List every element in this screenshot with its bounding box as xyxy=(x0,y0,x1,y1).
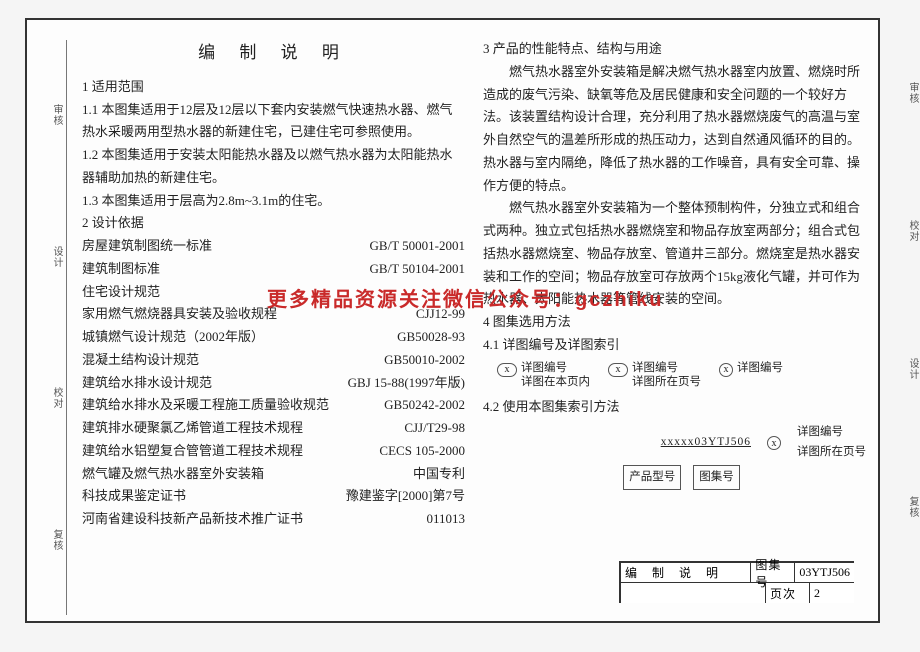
standard-code: GB50028-93 xyxy=(397,326,465,349)
sig-cell: 校对 xyxy=(29,387,64,409)
standard-name: 建筑给水排水设计规范 xyxy=(82,372,212,395)
legend-label: 详图在本页内 xyxy=(521,375,590,390)
standard-name: 城镇燃气设计规范（2002年版） xyxy=(82,326,264,349)
standard-name: 住宅设计规范 xyxy=(82,281,160,304)
index-row-2: 产品型号 图集号 xyxy=(497,465,866,489)
atlas-label: 图集号 xyxy=(751,563,795,582)
index-row-1: xxxxx03YTJ506 x 详图编号 详图所在页号 xyxy=(497,422,866,462)
standard-name: 建筑制图标准 xyxy=(82,258,160,281)
legend-label: 详图所在页号 xyxy=(632,375,701,390)
diagram-item: x 详图编号 xyxy=(719,361,783,377)
sig-cell: 校对 xyxy=(890,220,920,242)
standard-row: 混凝土结构设计规范 GB50010-2002 xyxy=(82,349,465,372)
standard-code: 中国专利 xyxy=(413,463,465,486)
legend-label: 详图编号 xyxy=(632,361,701,376)
section-2-heading: 2 设计依据 xyxy=(82,212,465,235)
sig-cell: 审核 xyxy=(890,82,920,104)
standard-row: 河南省建设科技新产品新技术推广证书 011013 xyxy=(82,508,465,531)
circle-symbol-icon: x xyxy=(719,363,733,377)
standard-row: 燃气罐及燃气热水器室外安装箱 中国专利 xyxy=(82,463,465,486)
standard-code: CJJ/T29-98 xyxy=(404,417,465,440)
section-4-1-heading: 4.1 详图编号及详图索引 xyxy=(483,334,866,357)
document-page: 审核 设计 校对 复核 更多精品资源关注微信公众号：gczhiku 编 制 说 … xyxy=(25,18,880,623)
standard-row: 建筑给水排水及采暖工程施工质量验收规范 GB50242-2002 xyxy=(82,394,465,417)
standard-row: 建筑给水排水设计规范 GBJ 15-88(1997年版) xyxy=(82,372,465,395)
atlas-value: 03YTJ506 xyxy=(795,563,854,582)
oval-symbol-icon: x xyxy=(497,363,517,377)
standard-name: 燃气罐及燃气热水器室外安装箱 xyxy=(82,463,264,486)
circle-symbol-icon: x xyxy=(767,436,781,450)
index-box-prod: 产品型号 xyxy=(623,465,681,489)
diagram-legend-row: x 详图编号 详图在本页内 x 详图编号 详图所在页号 x xyxy=(497,361,866,391)
sig-cell: 复核 xyxy=(29,529,64,551)
standards-list: 房屋建筑制图统一标准 GB/T 50001-2001 建筑制图标准 GB/T 5010… xyxy=(82,235,465,531)
title-block-name: 编 制 说 明 xyxy=(621,563,751,582)
left-signature-strip: 审核 设计 校对 复核 xyxy=(27,40,67,615)
standard-code: GBJ 15-88(1997年版) xyxy=(348,372,465,395)
standard-row: 建筑排水硬聚氯乙烯管道工程技术规程 CJJ/T29-98 xyxy=(82,417,465,440)
standard-name: 房屋建筑制图统一标准 xyxy=(82,235,212,258)
standard-name: 家用燃气燃烧器具安装及验收规程 xyxy=(82,303,277,326)
para-3-1: 燃气热水器室外安装箱是解决燃气热水器室内放置、燃烧时所造成的废气污染、缺氧等危及… xyxy=(483,61,866,198)
para-1-2: 1.2 本图集适用于安装太阳能热水器及以燃气热水器为太阳能热水器辅助加热的新建住… xyxy=(82,144,465,190)
section-4-2-heading: 4.2 使用本图集索引方法 xyxy=(483,396,866,419)
standard-row: 建筑制图标准 GB/T 50104-2001 xyxy=(82,258,465,281)
right-column: 3 产品的性能特点、结构与用途 燃气热水器室外安装箱是解决燃气热水器室内放置、燃… xyxy=(483,38,866,611)
standard-code: GB/T 50001-2001 xyxy=(370,235,465,258)
watermark-text: 更多精品资源关注微信公众号：gczhiku xyxy=(267,283,663,312)
title-block-spacer xyxy=(621,583,766,603)
content-area: 更多精品资源关注微信公众号：gczhiku 编 制 说 明 1 适用范围 1.1… xyxy=(82,38,866,611)
standard-code: 011013 xyxy=(426,508,465,531)
sig-cell: 设计 xyxy=(29,246,64,268)
index-label: 详图编号 xyxy=(797,422,866,442)
index-label: 详图所在页号 xyxy=(797,442,866,462)
standard-name: 科技成果鉴定证书 xyxy=(82,485,186,508)
sig-cell: 设计 xyxy=(890,358,920,380)
standard-code: CECS 105-2000 xyxy=(379,440,465,463)
standard-name: 建筑排水硬聚氯乙烯管道工程技术规程 xyxy=(82,417,303,440)
standard-code: 豫建鉴字[2000]第7号 xyxy=(346,485,465,508)
para-1-3: 1.3 本图集适用于层高为2.8m~3.1m的住宅。 xyxy=(82,190,465,213)
index-box-atlas: 图集号 xyxy=(693,465,740,489)
oval-symbol-icon: x xyxy=(608,363,628,377)
left-column: 编 制 说 明 1 适用范围 1.1 本图集适用于12层及12层以下套内安装燃气… xyxy=(82,38,465,611)
standard-row: 科技成果鉴定证书 豫建鉴字[2000]第7号 xyxy=(82,485,465,508)
title-block: 编 制 说 明 图集号 03YTJ506 页次 2 xyxy=(619,561,854,603)
sig-cell: 复核 xyxy=(890,496,920,518)
standard-name: 混凝土结构设计规范 xyxy=(82,349,199,372)
standard-row: 房屋建筑制图统一标准 GB/T 50001-2001 xyxy=(82,235,465,258)
main-title: 编 制 说 明 xyxy=(82,38,465,68)
standard-row: 建筑给水铝塑复合管管道工程技术规程 CECS 105-2000 xyxy=(82,440,465,463)
legend-label: 详图编号 xyxy=(521,361,590,376)
section-3-heading: 3 产品的性能特点、结构与用途 xyxy=(483,38,866,61)
sig-cell: 审核 xyxy=(29,104,64,126)
standard-code: GB/T 50104-2001 xyxy=(370,258,465,281)
standard-code: GB50010-2002 xyxy=(384,349,465,372)
section-1-heading: 1 适用范围 xyxy=(82,76,465,99)
index-code: xxxxx03YTJ506 xyxy=(661,432,751,452)
diagram-item: x 详图编号 详图所在页号 xyxy=(608,361,701,391)
diagram-item: x 详图编号 详图在本页内 xyxy=(497,361,590,391)
standard-name: 建筑给水排水及采暖工程施工质量验收规范 xyxy=(82,394,329,417)
page-label: 页次 xyxy=(766,583,810,603)
legend-label: 详图编号 xyxy=(737,361,783,376)
standard-code: GB50242-2002 xyxy=(384,394,465,417)
standard-name: 建筑给水铝塑复合管管道工程技术规程 xyxy=(82,440,303,463)
para-1-1: 1.1 本图集适用于12层及12层以下套内安装燃气快速热水器、燃气热水采暖两用型… xyxy=(82,99,465,145)
right-signature-strip: 审核 校对 设计 复核 xyxy=(890,20,920,580)
standard-name: 河南省建设科技新产品新技术推广证书 xyxy=(82,508,303,531)
standard-row: 城镇燃气设计规范（2002年版） GB50028-93 xyxy=(82,326,465,349)
section-4-heading: 4 图集选用方法 xyxy=(483,311,866,334)
page-value: 2 xyxy=(810,583,854,603)
